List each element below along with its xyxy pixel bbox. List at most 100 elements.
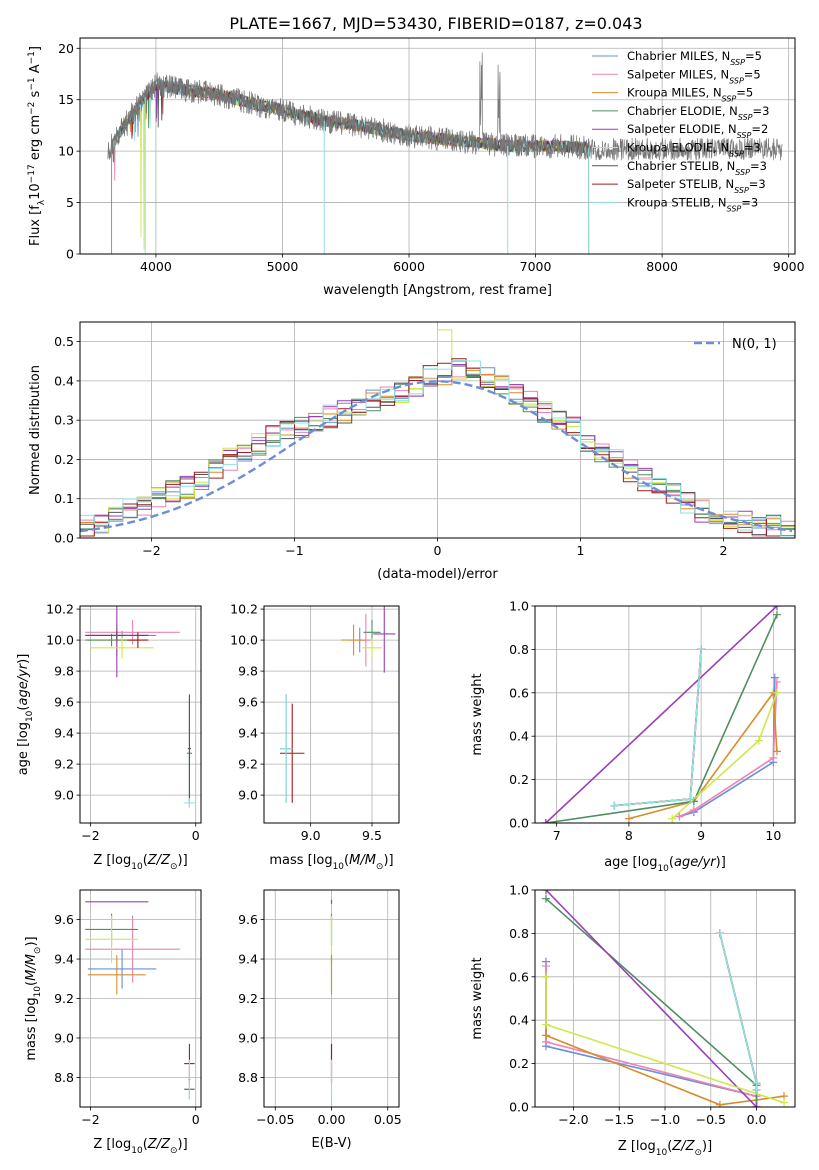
y-tick-label: 0.4 (509, 729, 529, 744)
y-tick-label: 9.0 (238, 1030, 258, 1045)
y-tick-label: 10.0 (46, 633, 74, 648)
x-axis-label: Z [log10(Z/Z⊙)] (93, 853, 187, 872)
weight-marker (715, 929, 724, 938)
y-tick-label: 5 (66, 195, 74, 210)
gridlines (80, 890, 201, 1107)
x-tick-label: 10 (765, 828, 781, 843)
y-tick-label: 0.8 (509, 642, 529, 657)
x-tick-label: −2 (142, 543, 160, 558)
weight-marker (541, 972, 550, 981)
weight-marker (610, 801, 619, 810)
legend-entry: Salpeter ELODIE, NSSP=2 (627, 122, 768, 140)
y-tick-label: 0.0 (509, 816, 529, 831)
x-axis-label: mass [log10(M/M⊙)] (269, 853, 393, 872)
y-tick-label: 1.0 (509, 599, 529, 614)
y-tick-label: 9.2 (54, 757, 74, 772)
x-tick-label: −0.05 (256, 1112, 294, 1127)
y-tick-label: 10.2 (230, 602, 258, 617)
weight-line-kroupa-stelib (719, 933, 758, 1090)
axes-frame (79, 37, 796, 255)
x-tick-label: 0.00 (318, 1112, 346, 1127)
x-tick-label: 7 (553, 828, 561, 843)
y-tick-label: 0.3 (54, 413, 74, 428)
legend-entry: Kroupa MILES, NSSP=5 (627, 86, 753, 104)
y-tick-label: 9.4 (238, 952, 258, 967)
y-tick-label: 9.2 (238, 757, 258, 772)
y-axis-label: age [log10(age/yr)] (16, 654, 35, 776)
legend-entry: Chabrier STELIB, NSSP=3 (627, 159, 767, 177)
weight-line-salpeter-elodie (545, 606, 778, 823)
legend-entry: Salpeter MILES, NSSP=5 (627, 67, 761, 85)
weight-marker (772, 606, 781, 610)
y-axis-label: mass weight (470, 957, 485, 1039)
axes-frame (79, 605, 202, 824)
histogram-salpeter-stelib (80, 358, 795, 537)
panel-residuals: −2 −1 0 1 2 0.0 0.1 0.2 0.3 0.4 0.5 (data-model)/er… (28, 321, 796, 582)
x-tick-label: 0 (192, 828, 200, 843)
legend-entry: Chabrier ELODIE, NSSP=3 (627, 104, 769, 122)
weight-marker (769, 753, 778, 762)
axes-frame (263, 889, 400, 1108)
y-axis-label: mass [log10(M/M⊙)] (24, 936, 43, 1060)
axes-frame (263, 605, 400, 824)
weight-line-chabrier-stelib (614, 649, 702, 807)
weight-line-chabrier-elodie (545, 898, 758, 1107)
plot-area (279, 606, 396, 803)
x-tick-label: −2 (81, 828, 99, 843)
x-tick-label: 2 (720, 543, 728, 558)
histogram-chabrier-stelib (80, 365, 795, 536)
plot-area (80, 329, 795, 537)
x-tick-label: −2 (81, 1112, 99, 1127)
y-tick-label: 9.6 (54, 912, 74, 927)
plot-area (541, 606, 781, 823)
x-tick-label: 0.0 (747, 1112, 767, 1127)
figure-title: PLATE=1667, MJD=53430, FIBERID=0187, z=0… (229, 14, 642, 33)
weight-marker (675, 812, 684, 821)
normal-curve (80, 380, 793, 533)
y-tick-label: 0.4 (509, 1013, 529, 1028)
x-tick-label: 8000 (646, 259, 678, 274)
x-tick-label: 7000 (520, 259, 552, 274)
axes-frame (79, 889, 202, 1108)
weight-marker (752, 1103, 761, 1107)
spectrum-line-kroupa-miles (111, 79, 590, 254)
y-tick-label: 9.2 (54, 991, 74, 1006)
weight-line-chabrier-elodie (545, 614, 778, 823)
y-tick-label: 15 (58, 92, 74, 107)
y-tick-label: 10.0 (230, 633, 258, 648)
weight-marker (541, 894, 550, 903)
x-tick-label: 1 (577, 543, 585, 558)
y-tick-label: 0.2 (509, 1056, 529, 1071)
gridlines (80, 606, 201, 823)
plot-area (107, 52, 783, 254)
x-tick-label: 9000 (773, 259, 805, 274)
gridlines (264, 606, 399, 823)
x-axis-label: E(B-V) (311, 1136, 351, 1151)
weight-marker (541, 961, 550, 970)
y-tick-label: 0.4 (54, 373, 74, 388)
weight-marker (624, 814, 633, 823)
x-tick-label: 9.0 (301, 828, 321, 843)
panel-age-vs-Z: −2 0 9.0 9.2 9.4 9.6 9.8 10.0 10.2 Z [log10(Z/Z⊙)… (16, 602, 202, 872)
observed-spectrum-line (107, 52, 783, 162)
weight-line-kroupa-stelib (614, 649, 702, 807)
y-tick-label: 0.2 (509, 772, 529, 787)
weight-line-chabrier-miles (679, 677, 776, 818)
x-axis-label: age [log10(age/yr)] (604, 855, 726, 874)
weight-marker (752, 1085, 761, 1094)
x-tick-label: −0.5 (696, 1112, 726, 1127)
x-tick-label: −1.0 (650, 1112, 680, 1127)
panel-spectrum: 4000 5000 6000 7000 8000 9000 0 5 10 15 20 waveleng… (27, 37, 805, 298)
weight-marker (715, 1100, 724, 1107)
y-tick-label: 0.6 (509, 685, 529, 700)
x-tick-label: 4000 (140, 259, 172, 274)
x-tick-label: 0 (192, 1112, 200, 1127)
x-axis-label: wavelength [Angstrom, rest frame] (323, 283, 552, 298)
y-tick-label: 9.6 (54, 695, 74, 710)
weight-marker (772, 688, 781, 697)
y-tick-label: 0.0 (54, 531, 74, 546)
weight-marker (541, 1020, 550, 1029)
y-tick-label: 9.8 (238, 664, 258, 679)
